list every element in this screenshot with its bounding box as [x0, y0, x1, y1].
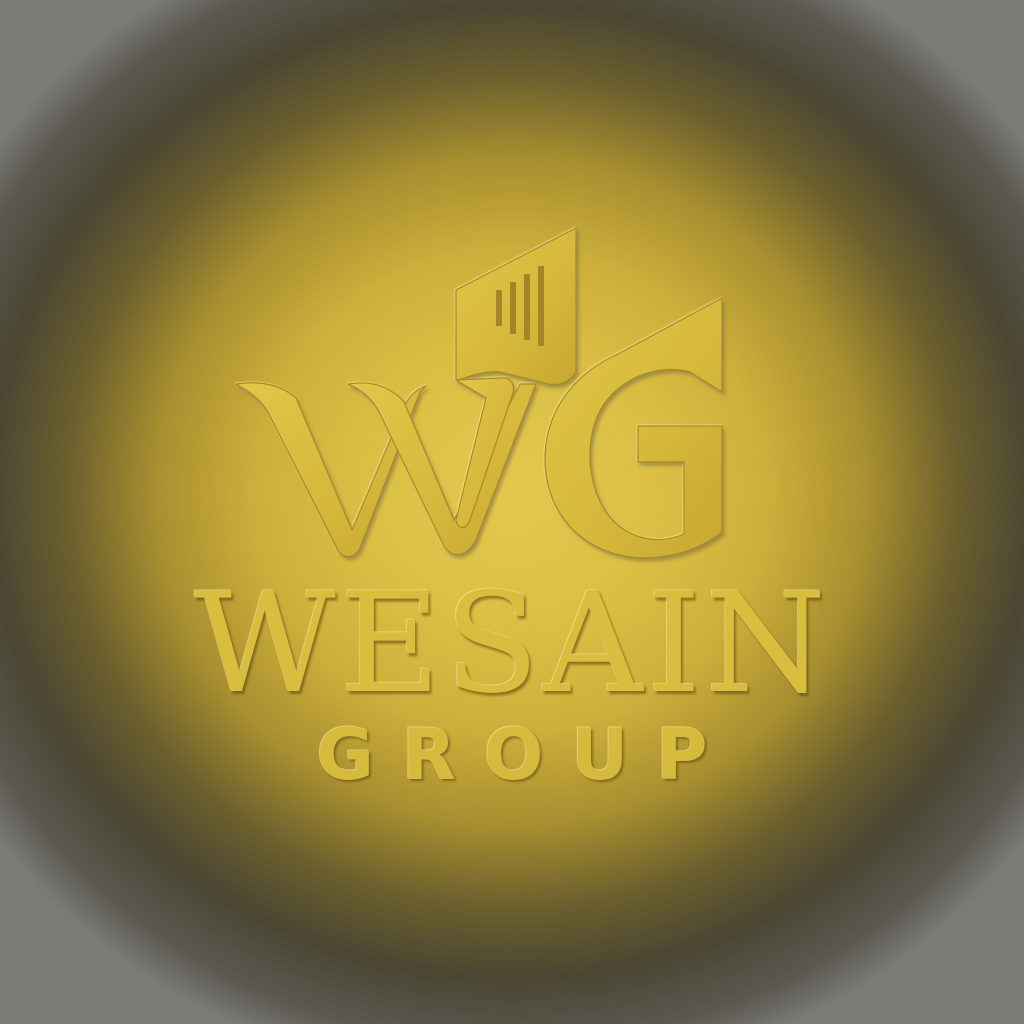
brush-handle — [455, 377, 515, 529]
g-body — [544, 297, 723, 559]
brand-name: WESAIN — [193, 563, 831, 724]
bristle-4 — [538, 266, 544, 346]
w-right-stroke — [347, 382, 537, 556]
bristle-1 — [496, 290, 502, 326]
bristle-3 — [524, 274, 530, 340]
w-left-stroke — [235, 382, 427, 558]
bristle-2 — [510, 282, 516, 334]
brand-tagline: GROUP — [316, 714, 736, 796]
